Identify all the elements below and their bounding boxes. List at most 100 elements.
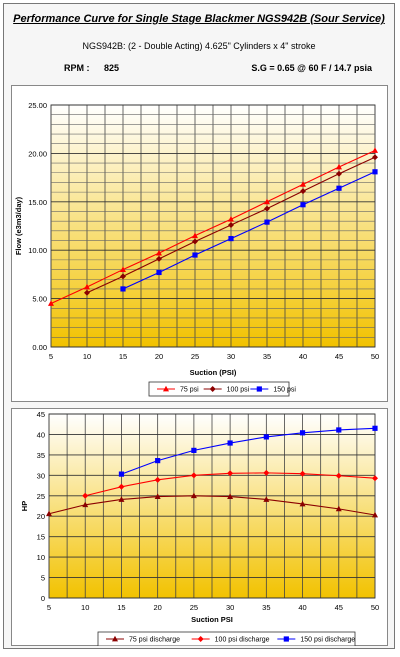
hp-ytick-label: 25	[37, 492, 45, 501]
specific-gravity: S.G = 0.65 @ 60 F / 14.7 psia	[251, 63, 372, 73]
hp-data-point	[190, 492, 197, 499]
hp-data-point	[299, 470, 306, 477]
flow-data-point	[84, 289, 90, 296]
hp-data-point	[154, 493, 161, 499]
hp-ytick-label: 45	[37, 410, 45, 419]
hp-data-point	[118, 483, 125, 490]
hp-legend-label: 150 psi discharge	[300, 637, 355, 644]
page-subtitle: NGS942B: (2 - Double Acting) 4.625" Cyli…	[82, 41, 316, 51]
flow-xtick-label: 50	[371, 352, 379, 361]
hp-data-point	[227, 470, 234, 477]
hp-data-point	[46, 510, 52, 517]
hp-ytick-label: 0	[41, 594, 45, 603]
hp-data-point	[335, 472, 342, 479]
flow-ytick-label: 15.00	[28, 198, 47, 207]
hp-xtick-label: 50	[371, 603, 379, 612]
flow-data-point	[264, 198, 270, 205]
flow-data-point	[336, 163, 342, 170]
flow-data-point	[84, 283, 90, 290]
flow-data-point	[264, 205, 270, 212]
hp-xtick-label: 35	[262, 603, 270, 612]
flow-y-axis-title: Flow (e3m3/day)	[14, 196, 23, 255]
hp-ytick-label: 5	[41, 574, 45, 583]
flow-data-point	[156, 249, 162, 256]
hp-data-point	[299, 430, 306, 436]
flow-series-line-2	[122, 171, 376, 290]
flow-xtick-label: 10	[83, 352, 91, 361]
flow-xtick-label: 20	[155, 352, 163, 361]
flow-legend-label: 75 psi	[180, 387, 199, 394]
hp-legend	[97, 631, 356, 646]
flow-chart: 0.00 5.00 10.00 15.00 20.00 25.00 5 10 15 20 25 30 3…	[11, 85, 388, 402]
hp-xtick-label: 25	[190, 603, 198, 612]
flow-data-point	[300, 202, 306, 208]
hp-data-point	[372, 475, 378, 482]
flow-ytick-label: 0.00	[32, 343, 47, 352]
flow-legend-marker	[256, 386, 262, 392]
flow-legend-label: 100 psi	[227, 387, 250, 394]
flow-x-axis-title: Suction (PSI)	[190, 368, 237, 377]
flow-data-point	[156, 269, 162, 276]
hp-ytick-label: 30	[37, 471, 45, 480]
hp-data-point	[191, 447, 197, 453]
flow-ytick-label: 25.00	[28, 101, 47, 110]
hp-ytick-label: 40	[37, 430, 45, 439]
flow-xtick-label: 35	[263, 352, 271, 361]
rpm-label: RPM :	[64, 63, 90, 73]
hp-ytick-label: 10	[37, 553, 45, 562]
hp-xtick-label: 20	[153, 603, 161, 612]
hp-data-point	[372, 511, 378, 518]
hp-y-axis-title: HP	[20, 501, 29, 511]
hp-ytick-label: 35	[37, 451, 45, 460]
hp-xtick-label: 30	[226, 603, 234, 612]
flow-data-point	[336, 185, 342, 191]
hp-data-point	[263, 496, 270, 502]
flow-data-point	[336, 170, 342, 177]
flow-data-point	[120, 266, 126, 272]
hp-legend-marker	[197, 636, 204, 642]
hp-xtick-label: 40	[298, 603, 306, 612]
hp-data-point	[372, 425, 378, 431]
hp-legend-marker	[112, 635, 118, 642]
flow-data-point	[372, 169, 378, 175]
flow-legend-marker	[209, 386, 216, 392]
page-title: Performance Curve for Single Stage Black…	[13, 13, 385, 25]
performance-sheet: Performance Curve for Single Stage Black…	[3, 3, 395, 649]
flow-ytick-label: 20.00	[28, 149, 47, 158]
hp-x-axis-title: Suction PSI	[191, 615, 233, 624]
flow-data-point	[48, 300, 54, 306]
flow-series-line-0	[50, 149, 376, 304]
hp-ytick-label: 20	[37, 512, 45, 521]
flow-data-point	[300, 188, 306, 195]
hp-xtick-label: 15	[117, 603, 125, 612]
hp-ytick-label: 15	[37, 533, 45, 542]
flow-data-point	[192, 252, 198, 258]
flow-data-point	[228, 222, 234, 229]
rpm-value: 825	[104, 63, 120, 73]
flow-data-point	[192, 232, 198, 239]
hp-series-line-2	[121, 427, 376, 475]
hp-data-point	[263, 469, 270, 476]
flow-data-point	[228, 235, 234, 242]
flow-xtick-label: 15	[119, 352, 127, 361]
flow-data-point	[264, 219, 270, 225]
flow-data-point	[300, 181, 306, 187]
hp-data-point	[227, 493, 234, 499]
flow-data-point	[120, 273, 126, 280]
hp-data-point	[190, 472, 197, 479]
hp-data-point	[154, 476, 161, 483]
hp-legend-label: 75 psi discharge	[129, 637, 180, 644]
hp-data-point	[155, 458, 161, 464]
hp-legend-marker	[283, 636, 289, 642]
hp-xtick-label: 10	[81, 603, 89, 612]
hp-xtick-label: 45	[335, 603, 343, 612]
hp-data-point	[299, 500, 306, 507]
flow-ytick-label: 5.00	[32, 295, 47, 304]
flow-data-point	[372, 154, 378, 161]
flow-xtick-label: 30	[227, 352, 235, 361]
flow-xtick-label: 25	[191, 352, 199, 361]
hp-data-point	[82, 492, 89, 499]
hp-data-point	[118, 496, 125, 502]
hp-legend-label: 100 psi discharge	[215, 637, 270, 644]
